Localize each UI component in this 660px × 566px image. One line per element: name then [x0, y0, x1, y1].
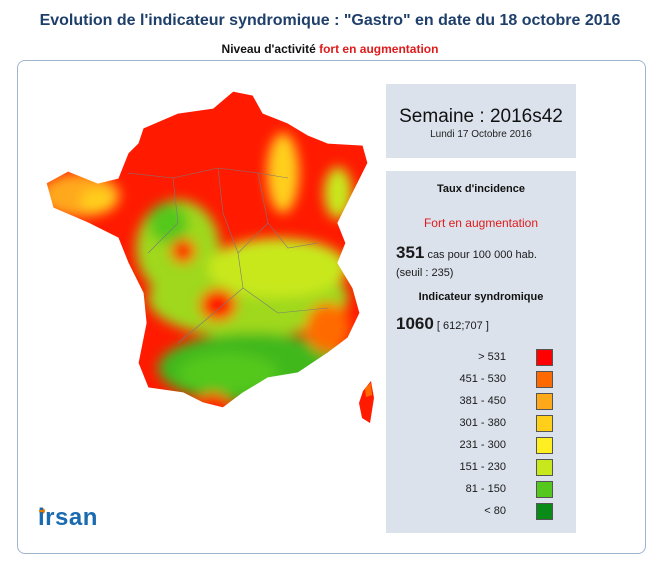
- legend-swatch: [536, 503, 553, 520]
- indicator-value-line: 1060 [ 612;707 ]: [396, 314, 489, 334]
- logo-dot: [39, 508, 45, 514]
- legend-row: 231 - 300: [406, 437, 566, 459]
- legend-label: 301 - 380: [459, 417, 506, 429]
- legend-label: 151 - 230: [459, 461, 506, 473]
- stats-panel: Taux d'incidence Fort en augmentation 35…: [386, 171, 576, 533]
- france-heat-map: [45, 90, 374, 423]
- legend-swatch: [536, 371, 553, 388]
- legend-label: < 80: [484, 505, 506, 517]
- legend-label: 81 - 150: [465, 483, 506, 495]
- activity-level-line: Niveau d'activité fort en augmentation: [0, 42, 660, 56]
- france-outline: [45, 90, 369, 409]
- activity-level-label: Niveau d'activité: [221, 42, 316, 56]
- incidence-rate: 351 cas pour 100 000 hab.: [396, 243, 537, 263]
- legend-row: 451 - 530: [406, 371, 566, 393]
- corsica: [359, 381, 374, 423]
- incidence-rate-unit: cas pour 100 000 hab.: [427, 249, 537, 261]
- irsan-logo: irsan: [38, 504, 98, 531]
- legend-label: > 531: [478, 351, 506, 363]
- incidence-threshold: (seuil : 235): [396, 267, 454, 279]
- indicator-value: 1060: [396, 314, 434, 333]
- incidence-heading: Taux d'incidence: [437, 183, 525, 195]
- week-box: Semaine : 2016s42 Lundi 17 Octobre 2016: [386, 84, 576, 158]
- legend-label: 381 - 450: [459, 395, 506, 407]
- legend-row: > 531: [406, 349, 566, 371]
- legend-row: 151 - 230: [406, 459, 566, 481]
- legend-row: 381 - 450: [406, 393, 566, 415]
- legend-swatch: [536, 459, 553, 476]
- legend-swatch: [536, 481, 553, 498]
- activity-level-value: fort en augmentation: [319, 42, 439, 56]
- incidence-rate-value: 351: [396, 243, 425, 262]
- map-frame: Semaine : 2016s42 Lundi 17 Octobre 2016 …: [17, 60, 646, 554]
- page-title: Evolution de l'indicateur syndromique : …: [39, 12, 621, 29]
- legend-label: 451 - 530: [459, 373, 506, 385]
- legend-row: 301 - 380: [406, 415, 566, 437]
- legend-swatch: [536, 415, 553, 432]
- week-date: Lundi 17 Octobre 2016: [430, 129, 532, 140]
- legend-swatch: [536, 349, 553, 366]
- legend-label: 231 - 300: [459, 439, 506, 451]
- heat-layer: [46, 91, 368, 408]
- indicator-heading: Indicateur syndromique: [418, 291, 544, 303]
- week-title: Semaine : 2016s42: [399, 106, 563, 127]
- legend-swatch: [536, 393, 553, 410]
- indicator-interval: [ 612;707 ]: [436, 320, 489, 332]
- region-borders: [127, 167, 329, 344]
- legend-row: < 80: [406, 503, 566, 525]
- color-legend: > 531 451 - 530 381 - 450 301 - 380 231 …: [406, 349, 566, 525]
- incidence-level: Fort en augmentation: [423, 216, 539, 230]
- legend-row: 81 - 150: [406, 481, 566, 503]
- legend-swatch: [536, 437, 553, 454]
